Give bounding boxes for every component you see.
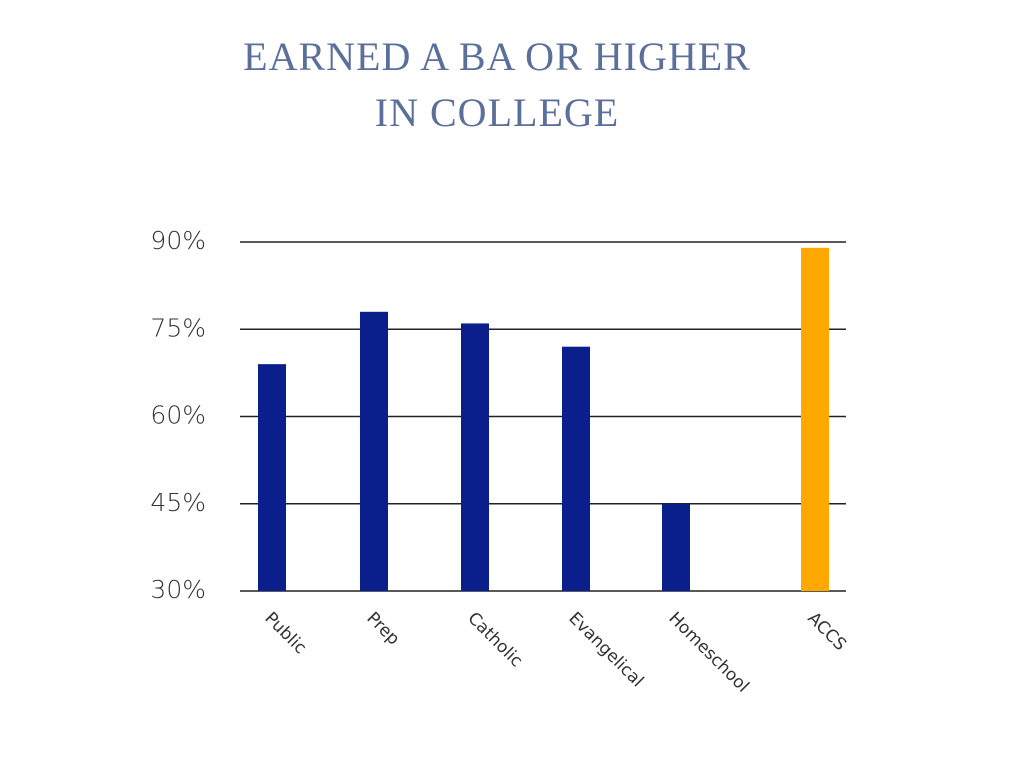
bar (461, 323, 489, 591)
y-tick-label: 75% (150, 313, 206, 342)
bar (801, 247, 829, 592)
x-tick-label: Prep (362, 608, 403, 649)
y-tick-label: 45% (150, 488, 206, 517)
bar (360, 311, 388, 591)
y-tick-label: 90% (150, 226, 206, 255)
chart-title: IN COLLEGE (375, 90, 619, 135)
bar (258, 364, 286, 591)
x-tick-label: Public (260, 608, 310, 658)
x-tick-label: Catholic (463, 608, 526, 671)
bar (562, 346, 590, 591)
y-tick-label: 60% (150, 401, 206, 430)
x-tick-label: ACCS (803, 608, 850, 655)
x-tick-label: Homeschool (664, 608, 752, 696)
x-tick-label: Evangelical (564, 608, 647, 691)
chart-title: EARNED A BA OR HIGHER (243, 34, 751, 79)
bar (662, 503, 690, 591)
y-tick-label: 30% (150, 575, 206, 604)
